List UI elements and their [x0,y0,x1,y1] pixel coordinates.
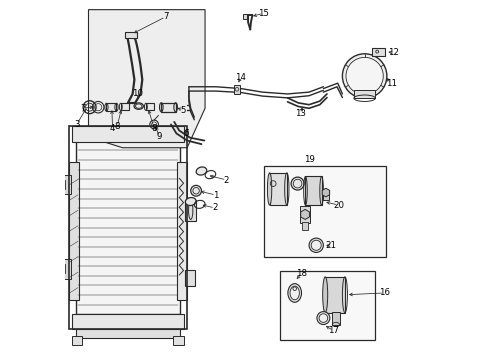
Text: 12: 12 [387,48,398,57]
Text: 18: 18 [296,269,307,278]
Bar [62,259,71,279]
Circle shape [316,312,329,324]
Polygon shape [88,10,204,148]
Bar [76,140,180,315]
Text: 7: 7 [163,12,168,21]
Text: 21: 21 [325,241,335,250]
Bar [233,85,240,94]
Circle shape [310,240,321,250]
Bar [269,173,286,205]
Bar [161,103,175,112]
Text: 13: 13 [294,109,305,118]
Ellipse shape [267,173,271,205]
Text: 11: 11 [385,79,396,88]
Bar [69,162,79,300]
Circle shape [319,314,327,322]
Bar [60,180,65,189]
Bar [177,162,187,300]
Bar [72,336,82,345]
Text: 16: 16 [378,288,389,297]
Bar [301,222,308,230]
Bar [322,190,328,200]
Text: 7: 7 [80,104,86,113]
Bar [125,32,137,39]
Bar [72,126,183,142]
Circle shape [290,177,304,190]
Bar [62,175,71,194]
Bar [173,336,183,345]
Ellipse shape [322,277,327,313]
Bar [185,200,196,221]
Text: 2: 2 [224,176,229,185]
Text: 2: 2 [212,203,217,212]
Circle shape [308,238,323,252]
Text: 19: 19 [303,155,314,164]
Ellipse shape [196,167,206,175]
Text: 8: 8 [151,123,157,132]
Text: 3: 3 [74,120,79,129]
Bar [264,166,386,257]
Circle shape [190,185,201,196]
Ellipse shape [289,286,299,300]
Ellipse shape [185,198,196,206]
Bar [280,271,375,339]
Bar [72,315,183,329]
Bar [325,277,344,313]
Ellipse shape [134,103,143,109]
Bar [106,103,116,111]
Bar [305,176,321,205]
Text: 8: 8 [114,122,120,131]
Text: 14: 14 [235,73,246,82]
Bar [145,103,153,111]
Text: 20: 20 [333,201,344,210]
Text: 10: 10 [132,89,143,98]
Bar [60,264,65,273]
Text: 17: 17 [327,326,338,335]
Text: 5: 5 [181,105,186,114]
Text: 6: 6 [183,129,189,138]
Bar [371,48,385,55]
Bar [76,329,180,338]
Ellipse shape [287,284,301,302]
Circle shape [346,57,383,95]
Text: 4: 4 [110,123,115,132]
Bar [69,126,187,329]
Bar [332,312,339,324]
Text: 9: 9 [156,132,162,141]
Text: 1: 1 [213,190,218,199]
Bar [353,90,375,98]
Bar [242,14,246,19]
Bar [300,206,309,223]
Text: 15: 15 [258,9,268,18]
Circle shape [342,54,386,98]
Bar [185,270,195,286]
Bar [121,103,128,111]
